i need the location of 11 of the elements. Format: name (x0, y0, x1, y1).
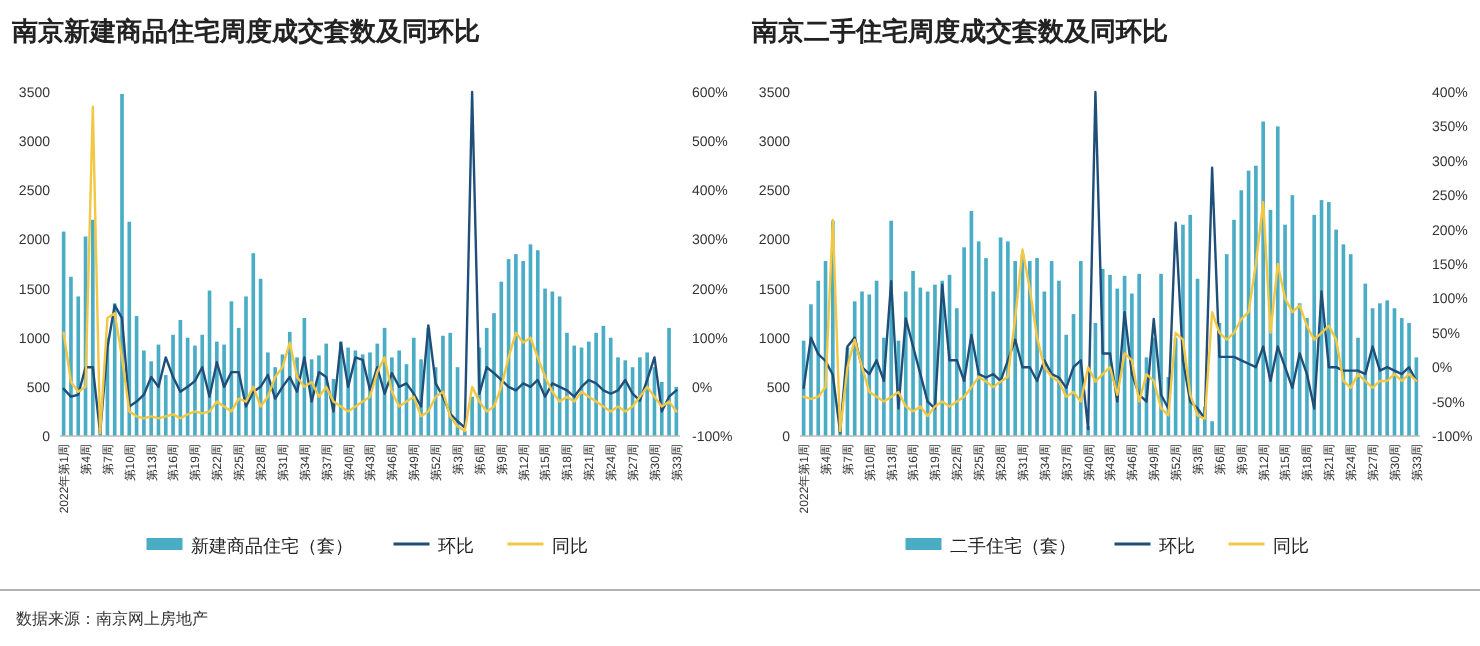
chart-title: 南京二手住宅周度成交套数及同环比 (750, 16, 1168, 46)
legend-label: 环比 (1158, 536, 1195, 556)
legend-label: 二手住宅（套） (949, 536, 1076, 556)
chart-title: 南京新建商品住宅周度成交套数及同环比 (10, 16, 480, 46)
legend-label: 新建商品住宅（套） (190, 536, 353, 556)
legend-label: 同比 (1272, 536, 1309, 556)
legend-label: 环比 (437, 536, 474, 556)
line-series (802, 200, 1418, 433)
source-note: 数据来源：南京网上房地产 (16, 610, 208, 628)
line-series (802, 90, 1418, 434)
legend-label: 同比 (551, 536, 588, 556)
